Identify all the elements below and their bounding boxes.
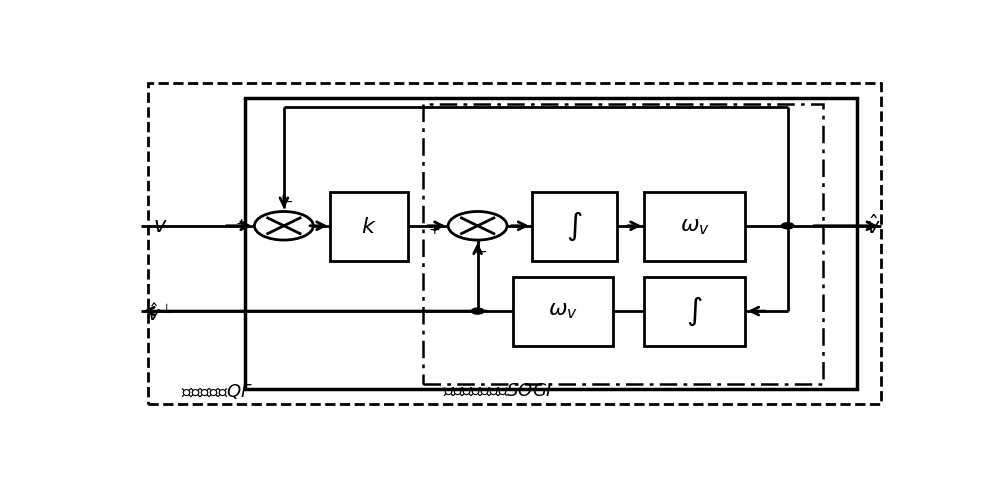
Text: $\hat{v}$: $\hat{v}$ <box>866 214 880 238</box>
Text: $-$: $-$ <box>475 244 487 258</box>
Text: $-$: $-$ <box>281 194 293 208</box>
Text: $\omega_v$: $\omega_v$ <box>548 301 578 321</box>
Text: $+$: $+$ <box>235 217 247 231</box>
Text: 二阶广义积分器$SOGI$: 二阶广义积分器$SOGI$ <box>443 382 553 400</box>
Circle shape <box>781 223 794 229</box>
Text: $k$: $k$ <box>361 217 377 237</box>
Bar <box>644 277 745 346</box>
Text: $\omega_v$: $\omega_v$ <box>680 217 710 237</box>
Bar <box>644 192 745 262</box>
Bar <box>532 192 617 262</box>
Bar <box>423 103 822 384</box>
Text: $\int$: $\int$ <box>566 210 583 244</box>
Text: $\hat{v}^{\perp}$: $\hat{v}^{\perp}$ <box>147 303 172 325</box>
Bar <box>330 192 408 262</box>
Bar <box>245 98 857 389</box>
Circle shape <box>471 308 484 314</box>
Text: $+$: $+$ <box>428 223 440 237</box>
Bar <box>512 277 613 346</box>
Text: 正交滤波器$QF$: 正交滤波器$QF$ <box>181 382 253 401</box>
Bar <box>148 83 881 404</box>
Text: $\int$: $\int$ <box>686 295 703 328</box>
Text: $v$: $v$ <box>153 216 167 236</box>
